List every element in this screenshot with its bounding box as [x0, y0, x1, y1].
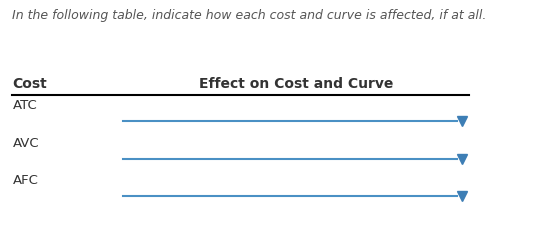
Text: ATC: ATC — [13, 99, 37, 112]
Text: AVC: AVC — [13, 137, 39, 150]
Text: Effect on Cost and Curve: Effect on Cost and Curve — [199, 76, 393, 90]
Text: Cost: Cost — [13, 76, 47, 90]
Text: In the following table, indicate how each cost and curve is affected, if at all.: In the following table, indicate how eac… — [13, 9, 487, 22]
Text: AFC: AFC — [13, 174, 38, 187]
